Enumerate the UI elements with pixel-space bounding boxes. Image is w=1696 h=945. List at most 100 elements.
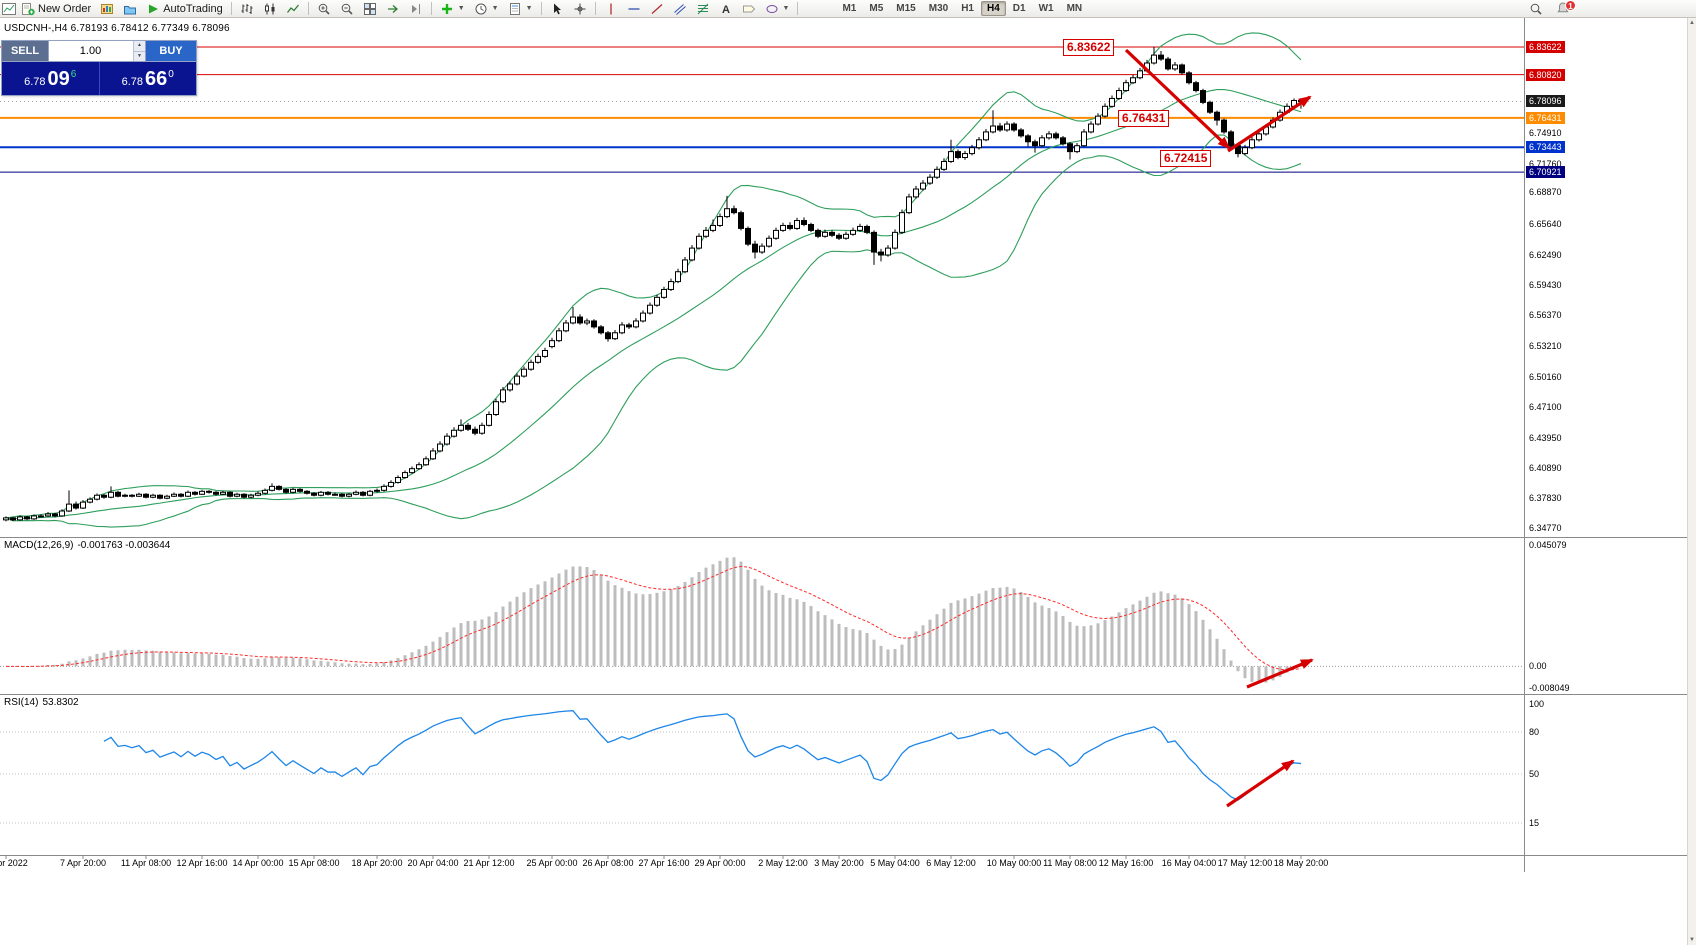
candlestick-chart-button[interactable] bbox=[259, 1, 281, 17]
autotrading-button[interactable]: AutoTrading bbox=[142, 1, 227, 17]
auto-scroll-button[interactable] bbox=[382, 1, 404, 17]
dropdown-caret-icon: ▼ bbox=[525, 5, 533, 12]
price-annotation[interactable]: 6.83622 bbox=[1063, 39, 1115, 56]
volume-decrease-button[interactable]: ▼ bbox=[134, 51, 145, 61]
indicators-plus-icon bbox=[440, 2, 454, 16]
time-axis-label: 6 Apr 2022 bbox=[0, 858, 28, 868]
price-axis-tag: 6.83622 bbox=[1526, 41, 1565, 54]
axis-scale-label: 6.47100 bbox=[1529, 401, 1562, 412]
timeframe-button-h1[interactable]: H1 bbox=[955, 1, 980, 16]
trade-panel-prices: 6.78 09 6 6.78 66 0 bbox=[2, 62, 196, 95]
app-icon bbox=[2, 2, 16, 16]
price-axis-tag: 6.70921 bbox=[1526, 166, 1565, 179]
trend-arrow[interactable] bbox=[1246, 658, 1314, 689]
trendline-button[interactable] bbox=[646, 1, 668, 17]
profiles-button[interactable] bbox=[119, 1, 141, 17]
chart-shift-icon bbox=[409, 2, 423, 16]
autotrading-play-icon bbox=[146, 2, 160, 16]
macd-name: MACD(12,26,9) bbox=[4, 540, 74, 551]
scrollbar-track[interactable] bbox=[1688, 26, 1696, 937]
one-click-trading-panel: SELL ▲ ▼ BUY 6.78 09 6 6.78 66 0 bbox=[1, 40, 197, 96]
buy-price-point: 0 bbox=[168, 69, 174, 80]
time-axis-label: 21 Apr 12:00 bbox=[463, 858, 514, 868]
zoom-in-icon bbox=[317, 2, 331, 16]
timeframe-button-h4[interactable]: H4 bbox=[980, 1, 1006, 16]
time-axis-label: 29 Apr 00:00 bbox=[694, 858, 745, 868]
macd-plot bbox=[0, 557, 1524, 684]
timeframe-button-m5[interactable]: M5 bbox=[863, 1, 889, 16]
zoom-in-button[interactable] bbox=[313, 1, 335, 17]
candlestick-series bbox=[3, 47, 1304, 522]
search-button[interactable] bbox=[1525, 1, 1547, 17]
trend-arrow[interactable] bbox=[1226, 759, 1295, 808]
trend-arrow[interactable] bbox=[1227, 95, 1312, 153]
new-chart-button[interactable] bbox=[96, 1, 118, 17]
toolbar-separator bbox=[230, 2, 232, 15]
dropdown-caret-icon: ▼ bbox=[491, 5, 499, 12]
price-annotation[interactable]: 6.76431 bbox=[1118, 110, 1170, 127]
volume-increase-button[interactable]: ▲ bbox=[134, 41, 145, 52]
toolbar-separator bbox=[307, 2, 309, 15]
time-axis-label: 17 May 12:00 bbox=[1218, 858, 1273, 868]
new-order-label: New Order bbox=[38, 2, 92, 15]
fibonacci-button[interactable] bbox=[692, 1, 714, 17]
channel-button[interactable] bbox=[669, 1, 691, 17]
text-label-button[interactable] bbox=[738, 1, 760, 17]
trend-arrow[interactable] bbox=[1124, 48, 1231, 150]
buy-button[interactable]: BUY bbox=[146, 41, 196, 61]
time-axis-label: 2 May 12:00 bbox=[758, 858, 808, 868]
line-chart-button[interactable] bbox=[282, 1, 304, 17]
template-icon bbox=[508, 2, 522, 16]
shapes-button[interactable]: ▼ bbox=[761, 1, 794, 17]
timeframe-button-w1[interactable]: W1 bbox=[1033, 1, 1060, 16]
axis-scale-label: 6.56370 bbox=[1529, 310, 1562, 321]
axis-scale-label: 6.40890 bbox=[1529, 462, 1562, 473]
timeframe-button-mn[interactable]: MN bbox=[1061, 1, 1089, 16]
indicators-button[interactable]: ▼ bbox=[436, 1, 469, 17]
price-annotation[interactable]: 6.72415 bbox=[1160, 150, 1212, 167]
macd-values: -0.001763 -0.003644 bbox=[77, 540, 171, 551]
cursor-button[interactable] bbox=[546, 1, 568, 17]
axis-scale-label: 6.53210 bbox=[1529, 341, 1562, 352]
buy-price-prefix: 6.78 bbox=[121, 76, 144, 88]
time-axis-label: 12 May 16:00 bbox=[1099, 858, 1154, 868]
volume-input[interactable] bbox=[49, 41, 145, 61]
time-axis-label: 18 Apr 20:00 bbox=[351, 858, 402, 868]
periods-button[interactable]: ▼ bbox=[470, 1, 503, 17]
timeframe-button-m1[interactable]: M1 bbox=[836, 1, 862, 16]
axis-scale-label: -0.008049 bbox=[1529, 683, 1570, 693]
scroll-down-button[interactable]: ▼ bbox=[1689, 937, 1695, 943]
text-button[interactable]: A bbox=[715, 1, 737, 17]
templates-button[interactable]: ▼ bbox=[504, 1, 537, 17]
timeframe-button-m15[interactable]: M15 bbox=[890, 1, 921, 16]
text-label-icon bbox=[742, 2, 756, 16]
vertical-scrollbar[interactable]: ▲ ▼ bbox=[1687, 18, 1696, 945]
horizontal-line-button[interactable] bbox=[623, 1, 645, 17]
time-axis-label: 15 Apr 08:00 bbox=[288, 858, 339, 868]
axis-scale-label: 6.43950 bbox=[1529, 432, 1562, 443]
axis-scale-label: 15 bbox=[1529, 818, 1540, 828]
price-axis[interactable]: 6.83622 6.80820 6.78096 6.76431 6.74910 6.734… bbox=[1525, 0, 1688, 945]
trade-panel-divider bbox=[98, 62, 100, 95]
new-order-button[interactable]: New Order bbox=[17, 1, 95, 17]
bar-chart-button[interactable] bbox=[236, 1, 258, 17]
crosshair-button[interactable] bbox=[569, 1, 591, 17]
rsi-indicator-label: RSI(14) 53.8302 bbox=[4, 697, 83, 708]
chart-shift-button[interactable] bbox=[405, 1, 427, 17]
notifications-button[interactable]: 1 bbox=[1556, 0, 1576, 16]
line-chart-icon bbox=[286, 2, 300, 16]
vertical-line-button[interactable] bbox=[600, 1, 622, 17]
sell-price-display[interactable]: 6.78 09 6 bbox=[2, 62, 99, 95]
zoom-out-button[interactable] bbox=[336, 1, 358, 17]
time-axis[interactable]: 6 Apr 2022 7 Apr 20:00 11 Apr 08:00 12 Apr … bbox=[0, 855, 1328, 868]
rsi-plot bbox=[0, 710, 1524, 824]
axis-scale-label: 6.59430 bbox=[1529, 280, 1562, 291]
buy-price-display[interactable]: 6.78 66 0 bbox=[100, 62, 197, 95]
tile-windows-button[interactable] bbox=[359, 1, 381, 17]
timeframe-button-d1[interactable]: D1 bbox=[1007, 1, 1032, 16]
timeframe-button-m30[interactable]: M30 bbox=[923, 1, 954, 16]
macd-indicator-label: MACD(12,26,9) -0.001763 -0.003644 bbox=[4, 540, 174, 551]
scroll-up-button[interactable]: ▲ bbox=[1689, 20, 1695, 26]
sell-button[interactable]: SELL bbox=[2, 41, 48, 61]
